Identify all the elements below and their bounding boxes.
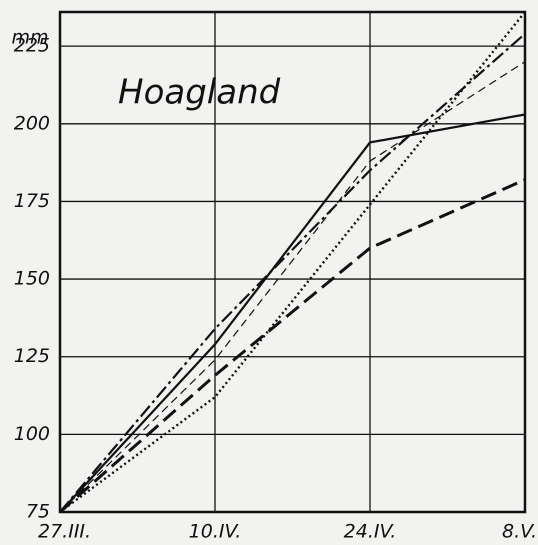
y-tick-label: 125 xyxy=(14,345,50,367)
y-axis-label: mm xyxy=(11,27,48,49)
y-tick-label: 225 xyxy=(14,35,50,57)
chart-title: Hoagland xyxy=(118,73,281,113)
series-line xyxy=(59,113,526,513)
y-tick-label: 150 xyxy=(14,268,50,290)
y-tick-label: 175 xyxy=(14,190,50,212)
series-line xyxy=(59,61,526,513)
series-line xyxy=(59,178,526,514)
y-tick-label: 100 xyxy=(14,423,50,445)
x-tick-label: 10.IV. xyxy=(189,521,242,543)
y-tick-label: 75 xyxy=(26,501,50,523)
x-tick-label: 27.III. xyxy=(38,521,91,543)
x-tick-label: 8.V. xyxy=(502,521,537,543)
x-tick-label: 24.IV. xyxy=(344,521,397,543)
series-line xyxy=(59,32,526,513)
series-line xyxy=(59,11,526,513)
y-tick-label: 200 xyxy=(14,112,50,134)
